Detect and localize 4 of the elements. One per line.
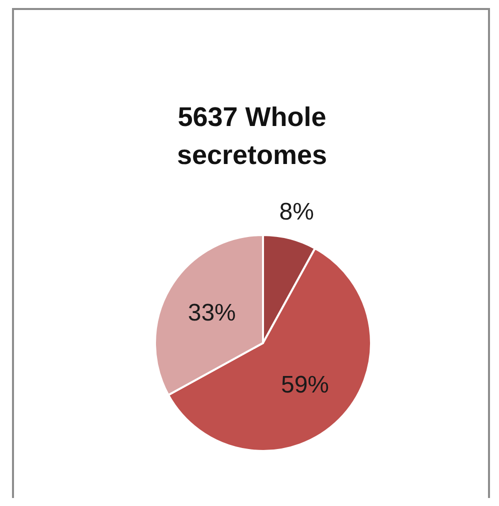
chart-title: 5637 Whole secretomes	[176, 101, 328, 172]
data-label: 33%	[188, 299, 236, 326]
data-label: 8%	[279, 198, 314, 226]
data-label: 59%	[280, 372, 330, 398]
